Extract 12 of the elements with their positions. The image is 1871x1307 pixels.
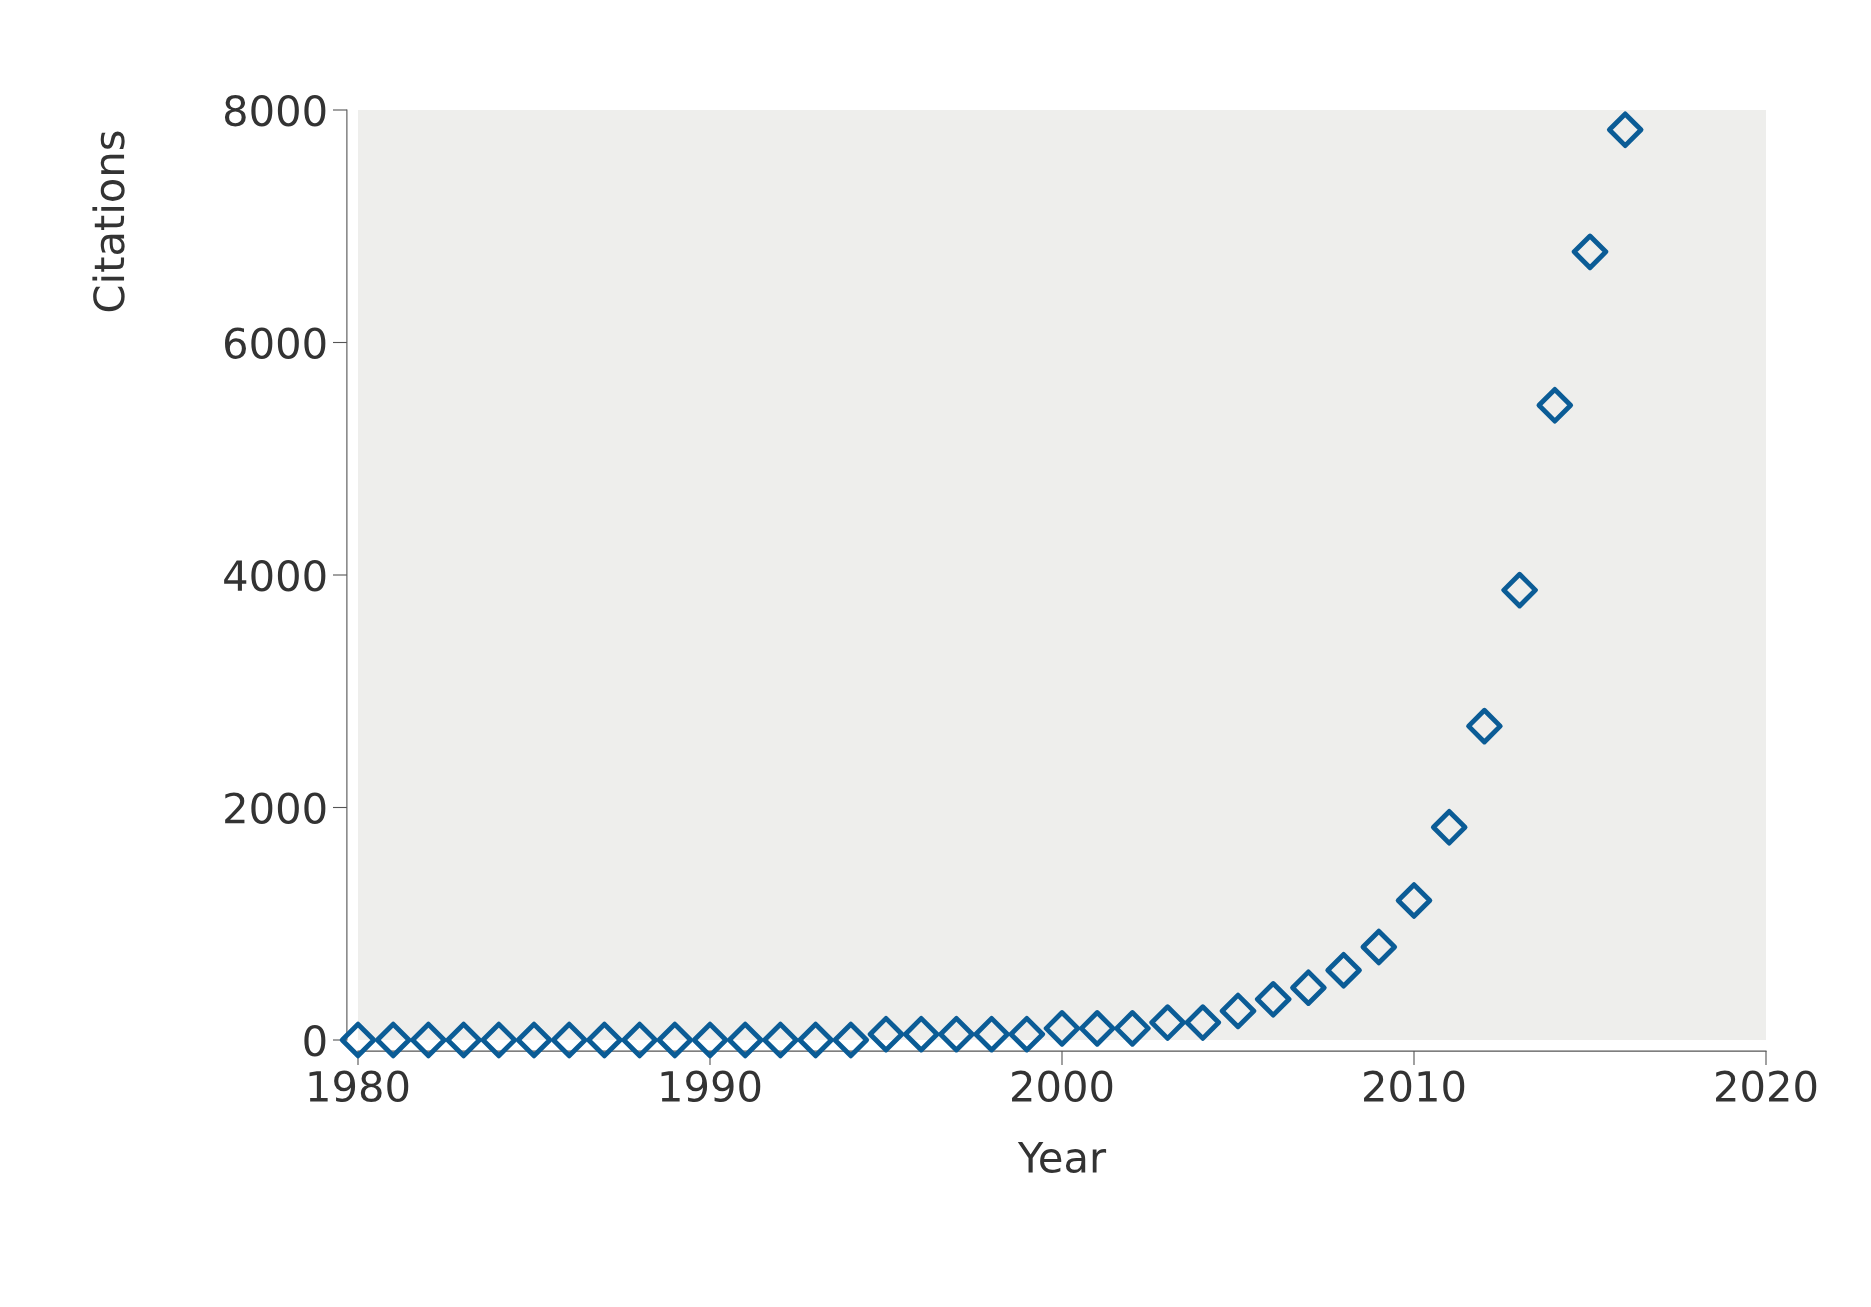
y-tick-label: 8000 bbox=[224, 94, 326, 127]
y-tick-label: 6000 bbox=[225, 327, 326, 359]
y-axis-title: Citations bbox=[92, 131, 125, 312]
x-tick-label: 2020 bbox=[1716, 1070, 1817, 1103]
y-tick-label: 4000 bbox=[224, 559, 326, 592]
x-tick-label: 1980 bbox=[309, 1070, 409, 1103]
x-axis-title: Year bbox=[1017, 1142, 1107, 1173]
x-tick-label: 1990 bbox=[661, 1070, 761, 1103]
y-tick-label: 0 bbox=[304, 1024, 326, 1057]
x-tick-label: 2010 bbox=[1364, 1070, 1465, 1103]
x-tick-label: 2000 bbox=[1012, 1070, 1113, 1103]
y-tick-label: 2000 bbox=[225, 792, 326, 824]
